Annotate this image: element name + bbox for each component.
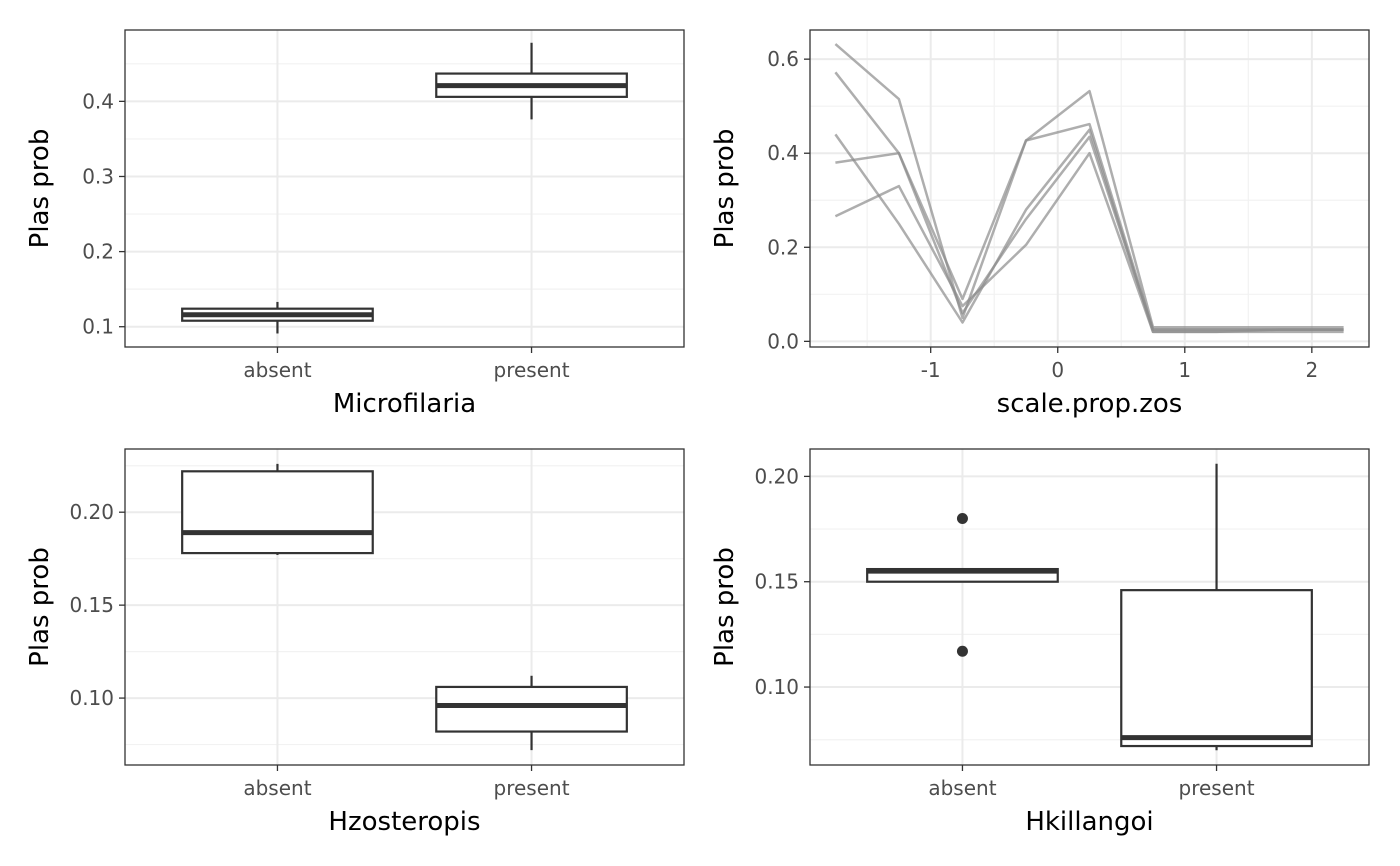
x-tick-label: present [494,358,570,382]
series-line-2 [834,71,1344,329]
x-tick-label: 1 [1178,358,1191,382]
x-tick-label: present [494,776,570,800]
y-axis-title: Plas prob [25,129,55,249]
y-tick-label: 0.15 [69,593,114,617]
y-axis-title: Plas prob [710,129,740,249]
panel-1: 0.1 0.2 0.3 0.4 absent present Microfilaria Pla… [25,29,685,419]
panel-border [124,448,685,766]
y-tick-label: 0.2 [767,235,799,259]
y-tick-label: 0.15 [754,570,799,594]
y-tick-label: 0.1 [82,315,114,339]
panel-4: 0.10 0.15 0.20 absent present Hkillangoi Plas … [710,448,1370,837]
x-tick-label: -1 [921,358,941,382]
y-tick-label: 0.10 [69,686,114,710]
x-axis-title: Microfilaria [333,389,476,419]
x-tick-label: absent [928,776,996,800]
y-tick-label: 0.20 [69,500,114,524]
series-line-5 [834,151,1344,334]
y-axis-title: Plas prob [25,547,55,667]
panel-2: 0.0 0.2 0.4 0.6 -1 0 1 2 scale.prop.zos Plas prob [710,29,1370,419]
y-tick-label: 0.3 [82,164,114,188]
x-tick-label: 2 [1305,358,1318,382]
y-tick-label: 0.4 [82,89,114,113]
panel-3: 0.10 0.15 0.20 absent present Hzosteropis Plas… [25,448,685,837]
x-tick-label: absent [243,776,311,800]
x-tick-label: absent [243,358,311,382]
box-absent [181,470,374,555]
y-tick-label: 0.6 [767,47,799,71]
y-tick-label: 0.2 [82,240,114,264]
x-axis-title: Hkillangoi [1025,807,1153,837]
x-tick-label: 0 [1051,358,1064,382]
y-tick-label: 0.4 [767,141,799,165]
series-line-3 [834,128,1344,334]
panel-border [809,29,1370,348]
outlier-point [956,645,968,657]
box-present [435,685,628,733]
panel-border [124,29,685,348]
panel-border [809,448,1370,766]
box-present [1120,589,1313,748]
y-tick-label: 0.0 [767,329,799,353]
outlier-point [956,513,968,525]
y-axis-title: Plas prob [710,547,740,667]
y-tick-label: 0.10 [754,675,799,699]
y-tick-label: 0.20 [754,464,799,488]
series-line-4 [835,135,1344,331]
x-tick-label: present [1179,776,1255,800]
x-axis-title: scale.prop.zos [997,389,1183,419]
x-axis-title: Hzosteropis [328,807,480,837]
